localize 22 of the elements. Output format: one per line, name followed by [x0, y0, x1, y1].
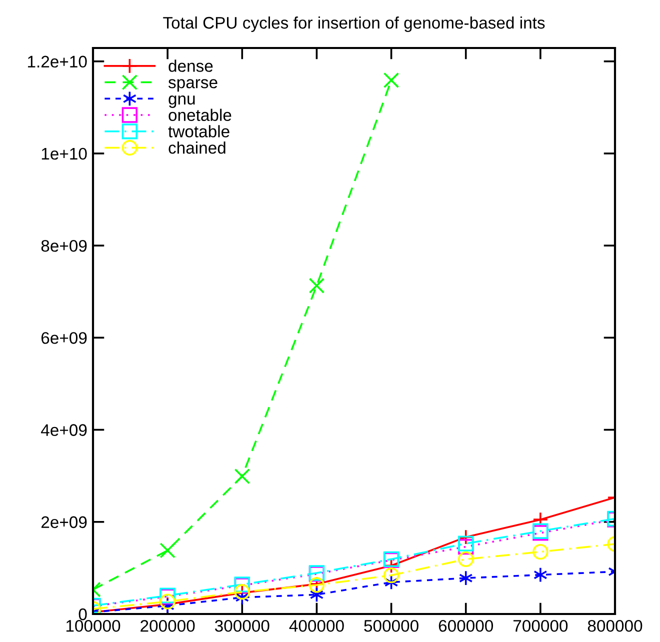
- legend-label: sparse: [168, 79, 218, 92]
- chart-title: Total CPU cycles for insertion of genome-based ints: [163, 16, 545, 32]
- y-tick-label: 1.2e+10: [28, 56, 87, 68]
- x-tick-label: 500000: [364, 620, 418, 632]
- legend-label: chained: [168, 142, 226, 154]
- y-tick-label: 8e+09: [41, 240, 87, 252]
- y-tick-label: 0: [78, 608, 87, 620]
- x-tick-label: 100000: [66, 620, 120, 632]
- legend-label: dense: [168, 60, 213, 72]
- y-tick-label: 1e+10: [42, 148, 87, 160]
- legend-label: gnu: [168, 96, 195, 108]
- x-tick-label: 300000: [214, 620, 270, 632]
- legend-label: onetable: [168, 108, 232, 122]
- y-tick-label: 2e+09: [41, 516, 87, 528]
- y-tick-label: 6e+09: [41, 332, 87, 344]
- x-tick-label: 800000: [588, 620, 642, 632]
- x-tick-label: 400000: [289, 620, 344, 632]
- x-tick-label: 600000: [438, 620, 494, 632]
- x-tick-label: 200000: [140, 620, 195, 632]
- legend-label: twotable: [168, 125, 230, 138]
- y-tick-label: 4e+09: [41, 424, 87, 436]
- x-tick-label: 700000: [513, 620, 568, 632]
